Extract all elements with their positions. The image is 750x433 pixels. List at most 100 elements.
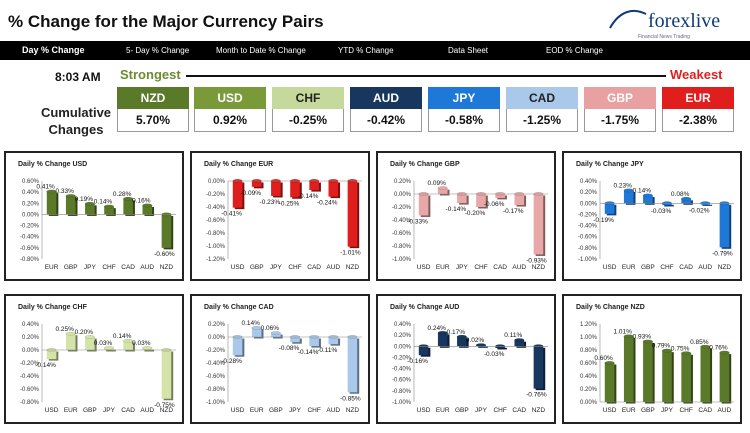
- bar: [328, 337, 339, 345]
- bar: [623, 190, 634, 204]
- bar-cap: [642, 339, 653, 344]
- x-tick-label: GBP: [64, 264, 78, 271]
- bar-cap: [104, 346, 114, 350]
- x-tick-label: NZD: [160, 407, 174, 414]
- y-tick-label: 0.00%: [208, 179, 226, 185]
- y-tick-label: 0.00%: [22, 348, 40, 354]
- bar: [719, 352, 730, 402]
- y-tick-label: 0.80%: [580, 348, 598, 354]
- currency-name: JPY: [428, 87, 500, 109]
- currency-box-chf: CHF -0.25%: [272, 87, 344, 132]
- bar: [457, 336, 467, 347]
- bar-depth: [478, 346, 488, 348]
- x-tick-label: JPY: [84, 264, 97, 271]
- bar: [700, 346, 711, 402]
- chart-panel-nzd: Daily % Change NZD 1.20% 1.00% 0.80% 0.60% 0.…: [562, 294, 742, 424]
- bar: [271, 181, 281, 196]
- bar-chart: Daily % Change CAD 0.20% 0.00% -0.20% -0.40%…: [204, 304, 362, 414]
- bar: [123, 340, 133, 350]
- x-tick-label: CHF: [288, 264, 301, 271]
- nav-day-change[interactable]: Day % Change: [22, 45, 85, 55]
- data-label: -0.41%: [221, 211, 242, 218]
- data-label: -0.75%: [154, 402, 175, 409]
- y-tick-label: -0.60%: [578, 235, 598, 241]
- bar-chart: Daily % Change CHF0.40%0.20%0.00%-0.20%-…: [18, 304, 176, 414]
- nav-5day-change[interactable]: 5- Day % Change: [126, 46, 190, 55]
- y-tick-label: 0.40%: [22, 190, 40, 196]
- data-label: 0.03%: [132, 340, 151, 347]
- bar-cap: [437, 186, 448, 190]
- bar-cap: [104, 204, 114, 209]
- bar: [681, 353, 691, 402]
- data-label: -0.60%: [154, 251, 175, 258]
- bar: [123, 198, 133, 215]
- data-label: -0.28%: [221, 358, 242, 365]
- y-tick-label: -0.80%: [392, 389, 412, 395]
- data-label: 0.41%: [36, 184, 55, 191]
- bar-cap: [456, 335, 467, 339]
- x-tick-label: JPY: [289, 407, 302, 414]
- bar: [623, 336, 634, 402]
- data-label: -0.06%: [484, 201, 505, 208]
- bar: [662, 350, 672, 402]
- bar-cap: [700, 344, 711, 349]
- x-tick-label: CAD: [512, 407, 526, 414]
- bar: [309, 337, 319, 347]
- nav-data-sheet[interactable]: Data Sheet: [448, 46, 489, 55]
- x-tick-label: CHF: [660, 264, 673, 271]
- data-label: -0.23%: [260, 199, 281, 206]
- nav-ytd-change[interactable]: YTD % Change: [338, 46, 394, 55]
- nav-month-to-date-change[interactable]: Month to Date % Change: [216, 46, 306, 55]
- strongest-label: Strongest: [120, 67, 181, 82]
- data-label: 0.11%: [504, 332, 522, 339]
- y-tick-label: -0.20%: [20, 361, 40, 367]
- data-label: 0.09%: [427, 180, 446, 187]
- bar-depth: [702, 204, 713, 206]
- currency-box-jpy: JPY -0.58%: [428, 87, 500, 132]
- currency-name: CHF: [272, 87, 344, 109]
- data-label: 0.33%: [55, 188, 74, 195]
- chart-panel-gbp: Daily % Change GBP 0.20% 0.00% -0.20% -0.40%…: [376, 151, 556, 281]
- bar-cap: [642, 193, 653, 198]
- x-tick-label: CHF: [493, 407, 506, 414]
- data-label: 1.01%: [613, 328, 632, 335]
- y-tick-label: -0.60%: [206, 218, 226, 224]
- bar-chart: Daily % Change JPY0.40%0.20%0.00%-0.20%-…: [576, 161, 734, 271]
- y-tick-label: 1.20%: [580, 322, 598, 328]
- bar: [251, 181, 262, 187]
- forexlive-logo[interactable]: forexlive Financial News Trading: [600, 6, 740, 44]
- data-label: 0.14%: [633, 187, 652, 194]
- data-label: 0.28%: [113, 191, 132, 198]
- data-label: -0.02%: [689, 207, 710, 214]
- nav-eod-change[interactable]: EOD % Change: [546, 46, 603, 55]
- x-tick-label: USD: [231, 264, 245, 271]
- chart-panel-cad: Daily % Change CAD 0.20% 0.00% -0.20% -0.40%…: [190, 294, 370, 424]
- x-tick-label: CAD: [679, 264, 693, 271]
- currency-name: EUR: [662, 87, 734, 109]
- y-tick-label: -0.40%: [392, 218, 412, 224]
- data-label: 0.75%: [671, 345, 690, 352]
- bar-cap: [142, 346, 153, 350]
- y-tick-label: -0.20%: [392, 205, 412, 211]
- bar-depth: [664, 204, 674, 207]
- bar: [533, 194, 544, 255]
- x-tick-label: NZD: [532, 407, 546, 414]
- bar-cap: [46, 189, 57, 194]
- logo-swoosh-icon: [609, 10, 647, 29]
- bar: [495, 194, 505, 198]
- y-tick-label: -0.40%: [578, 224, 598, 230]
- x-tick-label: JPY: [475, 407, 488, 414]
- x-tick-label: EUR: [250, 407, 264, 414]
- bar-cap: [623, 334, 634, 339]
- x-tick-label: EUR: [64, 407, 78, 414]
- data-label: -0.19%: [593, 217, 614, 224]
- data-label: -0.79%: [712, 250, 733, 257]
- bar: [46, 350, 57, 360]
- currency-box-eur: EUR -2.38%: [662, 87, 734, 132]
- bar-cap: [719, 350, 730, 355]
- data-label: 0.23%: [613, 182, 632, 189]
- y-tick-label: -0.60%: [392, 231, 412, 237]
- currency-box-cad: CAD -1.25%: [506, 87, 578, 132]
- bar-cap: [476, 343, 486, 347]
- chart-title: Daily % Change EUR: [204, 161, 273, 168]
